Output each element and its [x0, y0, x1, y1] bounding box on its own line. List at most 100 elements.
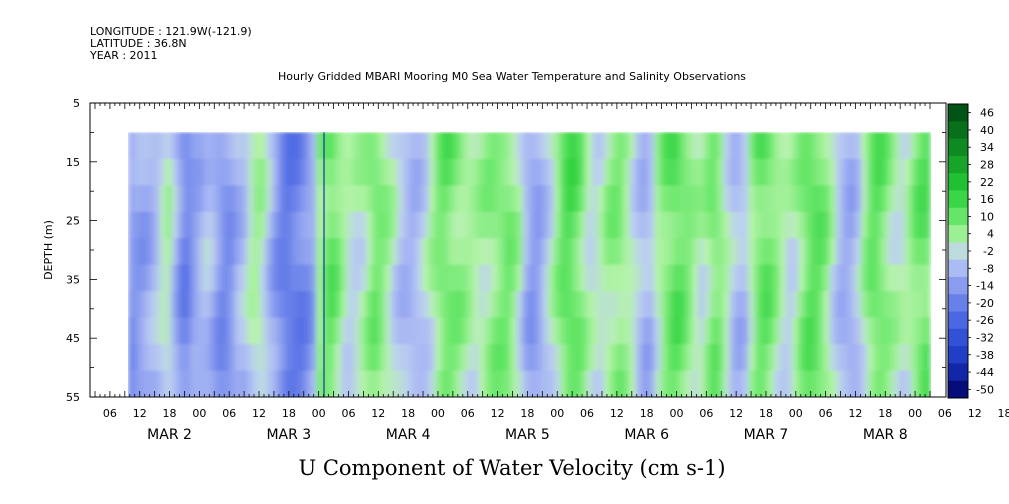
heatmap-cell — [629, 158, 637, 187]
heatmap-cell — [253, 291, 261, 319]
heatmap-cell — [341, 370, 349, 397]
heatmap-cell — [773, 211, 781, 240]
colorbar-label: 34 — [980, 141, 994, 154]
day-label: MAR 4 — [386, 427, 431, 443]
heatmap-cell — [359, 132, 367, 160]
heatmap-cell — [779, 211, 787, 240]
heatmap-cell — [290, 291, 299, 319]
heatmap-cell — [397, 211, 405, 240]
heatmap-cell — [898, 317, 906, 345]
heatmap-cell — [366, 211, 374, 240]
heatmap-cell — [823, 344, 831, 372]
heatmap-cell — [742, 238, 750, 266]
heatmap-cell — [673, 238, 681, 266]
heatmap-cell — [704, 344, 712, 372]
heatmap-cell — [911, 264, 919, 293]
heatmap-cell — [635, 211, 643, 240]
heatmap-cell — [134, 370, 142, 397]
heatmap-cell — [529, 185, 537, 213]
heatmap-cell — [798, 264, 806, 293]
heatmap-cell — [128, 370, 136, 397]
heatmap-cell — [334, 158, 342, 187]
heatmap-cell — [228, 264, 236, 293]
heatmap-cell — [196, 344, 205, 372]
heatmap-cell — [315, 291, 324, 319]
heatmap-cell — [510, 370, 518, 397]
heatmap-cell — [234, 185, 242, 213]
heatmap-cell — [209, 211, 217, 240]
heatmap-cell — [159, 185, 167, 213]
heatmap-cell — [566, 370, 574, 397]
heatmap-cell — [547, 238, 555, 266]
heatmap-cell — [767, 132, 775, 160]
heatmap-cell — [610, 344, 618, 372]
heatmap-cell — [315, 370, 324, 397]
heatmap-cell — [810, 158, 819, 187]
heatmap-cell — [629, 211, 637, 240]
heatmap-cell — [384, 132, 393, 160]
heatmap-cell — [673, 291, 681, 319]
heatmap-cell — [867, 211, 875, 240]
x-tick-label: 06 — [461, 407, 475, 420]
heatmap-cell — [503, 185, 512, 213]
heatmap-cell — [341, 238, 349, 266]
heatmap-cell — [153, 132, 161, 160]
heatmap-cell — [785, 132, 794, 160]
colorbar-label: 28 — [980, 159, 994, 172]
heatmap-cell — [209, 132, 217, 160]
heatmap-cell — [510, 264, 518, 293]
heatmap-cell — [334, 344, 342, 372]
heatmap-cell — [892, 344, 900, 372]
heatmap-cell — [228, 132, 236, 160]
heatmap-cell — [648, 132, 656, 160]
heatmap-cell — [742, 211, 750, 240]
heatmap-cell — [215, 211, 223, 240]
heatmap-cell — [190, 185, 198, 213]
heatmap-cell — [372, 264, 380, 293]
heatmap-cell — [485, 264, 493, 293]
heatmap-cell — [810, 211, 819, 240]
heatmap-cell — [378, 317, 386, 345]
heatmap-cell — [309, 211, 317, 240]
heatmap-cell — [510, 317, 518, 345]
heatmap-cell — [378, 344, 386, 372]
colorbar-box — [948, 155, 968, 174]
heatmap-cell — [290, 185, 299, 213]
heatmap-cell — [165, 317, 173, 345]
heatmap-cell — [698, 264, 706, 293]
heatmap-cell — [503, 211, 512, 240]
heatmap-cell — [691, 370, 700, 397]
heatmap-cell — [641, 317, 649, 345]
heatmap-cell — [422, 291, 430, 319]
heatmap-cell — [691, 132, 700, 160]
heatmap-cell — [823, 211, 831, 240]
heatmap-cell — [660, 211, 668, 240]
heatmap-cell — [923, 132, 931, 160]
heatmap-cell — [767, 291, 775, 319]
x-tick-label: 00 — [670, 407, 684, 420]
heatmap-cell — [911, 291, 919, 319]
heatmap-cell — [698, 291, 706, 319]
heatmap-cell — [572, 211, 581, 240]
heatmap-cell — [917, 132, 925, 160]
heatmap-cell — [510, 132, 518, 160]
heatmap-cell — [466, 238, 474, 266]
heatmap-cell — [353, 158, 361, 187]
heatmap-cell — [422, 264, 430, 293]
heatmap-cell — [422, 238, 430, 266]
heatmap-cell — [773, 317, 781, 345]
heatmap-cell — [503, 370, 512, 397]
heatmap-cell — [673, 370, 681, 397]
heatmap-cell — [773, 291, 781, 319]
heatmap-cell — [297, 185, 305, 213]
heatmap-cell — [748, 291, 756, 319]
heatmap-cell — [447, 158, 455, 187]
heatmap-cell — [416, 185, 424, 213]
heatmap-cell — [485, 185, 493, 213]
heatmap-cell — [178, 238, 186, 266]
heatmap-cell — [792, 211, 800, 240]
heatmap-cell — [284, 317, 292, 345]
heatmap-cell — [535, 211, 543, 240]
heatmap-cell — [760, 185, 768, 213]
heatmap-cell — [203, 238, 211, 266]
